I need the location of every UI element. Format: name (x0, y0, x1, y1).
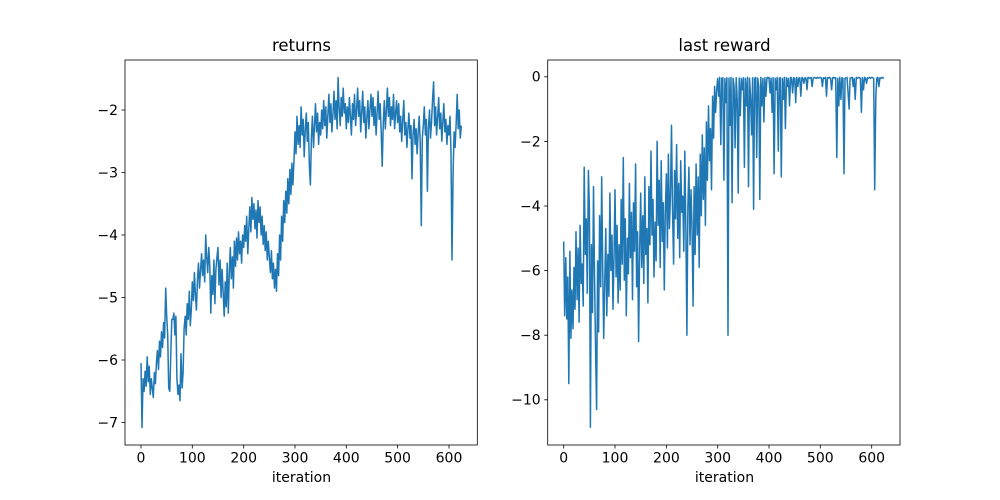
axes-spines (124, 59, 478, 446)
x-axis-tick-label: 0 (559, 451, 568, 467)
y-axis-tick-label: −4 (97, 228, 118, 244)
x-axis-tick-label: 0 (137, 451, 146, 467)
left-chart-xlabel: iteration (271, 470, 332, 486)
line-series (140, 76, 463, 429)
x-axis-tick-label: 500 (384, 451, 411, 467)
x-axis-tick-label: 400 (756, 451, 783, 467)
axes-spines (547, 59, 901, 446)
y-axis-tick-label: −7 (97, 415, 118, 431)
y-axis-tick-label: −5 (97, 290, 118, 306)
left-chart-title: returns (271, 36, 332, 55)
right-chart-title: last reward (678, 36, 771, 55)
y-axis-tick-label: −3 (97, 165, 118, 181)
x-axis-tick-label: 400 (333, 451, 360, 467)
x-axis-tick-label: 600 (858, 451, 885, 467)
x-axis-tick-label: 200 (230, 451, 257, 467)
x-axis-tick-label: 500 (807, 451, 834, 467)
y-axis-tick-label: 0 (532, 70, 541, 86)
x-axis-tick-label: 300 (704, 451, 731, 467)
y-axis-tick-label: −2 (97, 103, 118, 119)
x-axis-tick-label: 100 (602, 451, 629, 467)
y-axis-tick-label: −8 (520, 328, 541, 344)
x-axis-tick-label: 600 (436, 451, 463, 467)
y-axis-tick-label: −10 (511, 393, 541, 409)
x-axis-tick-label: 200 (653, 451, 680, 467)
x-axis-tick-label: 300 (282, 451, 309, 467)
right-chart-xlabel: iteration (694, 470, 755, 486)
y-axis-tick-label: −6 (97, 353, 118, 369)
x-axis-tick-label: 100 (179, 451, 206, 467)
y-axis-tick-label: −6 (520, 264, 541, 280)
y-axis-tick-label: −4 (520, 199, 541, 215)
y-axis-tick-label: −2 (520, 134, 541, 150)
line-series (562, 76, 885, 428)
